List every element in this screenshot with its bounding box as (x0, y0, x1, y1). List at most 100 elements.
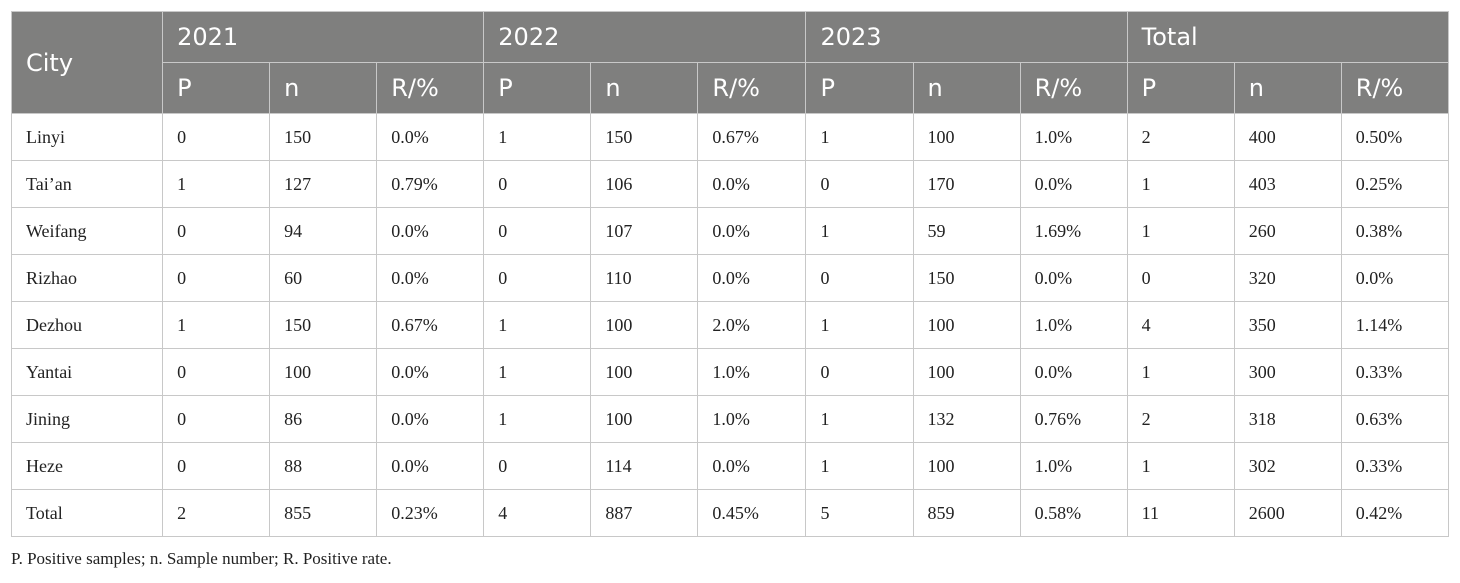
value-cell: 0 (162, 207, 271, 255)
value-cell: 132 (912, 395, 1021, 443)
value-cell: 403 (1233, 160, 1342, 208)
value-cell: 0.0% (376, 442, 485, 490)
value-cell: 0.38% (1340, 207, 1450, 255)
value-cell: 0.67% (697, 113, 807, 161)
value-cell: 0 (483, 207, 592, 255)
subcolumn-header: n (912, 62, 1021, 114)
city-cell: Linyi (10, 113, 164, 161)
value-cell: 100 (912, 442, 1021, 490)
table-footnote: P. Positive samples; n. Sample number; R… (11, 549, 392, 568)
city-cell: Jining (10, 395, 164, 443)
value-cell: 110 (590, 254, 699, 302)
value-cell: 0 (162, 254, 271, 302)
value-cell: 106 (590, 160, 699, 208)
value-cell: 1.0% (1019, 113, 1128, 161)
value-cell: 5 (805, 489, 914, 537)
value-cell: 1 (805, 301, 914, 349)
value-cell: 1 (805, 207, 914, 255)
value-cell: 1 (1126, 160, 1235, 208)
year-group-header: 2022 (483, 11, 807, 63)
value-cell: 2 (162, 489, 271, 537)
city-cell: Tai’an (10, 160, 164, 208)
value-cell: 1 (162, 301, 271, 349)
year-group-header: 2021 (162, 11, 485, 63)
value-cell: 1 (483, 348, 592, 396)
value-cell: 11 (1126, 489, 1235, 537)
value-cell: 887 (590, 489, 699, 537)
value-cell: 0 (162, 442, 271, 490)
value-cell: 114 (590, 442, 699, 490)
value-cell: 0 (483, 254, 592, 302)
subcolumn-header: R/% (1340, 62, 1450, 114)
city-cell: Weifang (10, 207, 164, 255)
value-cell: 1.0% (1019, 301, 1128, 349)
value-cell: 318 (1233, 395, 1342, 443)
value-cell: 150 (912, 254, 1021, 302)
table-row: Linyi 0 150 0.0% 1 150 0.67% 1 100 1.0% 2 400 0.50% (10, 113, 1450, 161)
value-cell: 1 (805, 113, 914, 161)
value-cell: 1 (1126, 442, 1235, 490)
value-cell: 1 (805, 395, 914, 443)
value-cell: 1.0% (1019, 442, 1128, 490)
year-group-header: 2023 (805, 11, 1128, 63)
value-cell: 0.0% (697, 254, 807, 302)
table-row: Rizhao 0 60 0.0% 0 110 0.0% 0 150 0.0% 0 320 0.0% (10, 254, 1450, 302)
value-cell: 0.0% (1340, 254, 1450, 302)
value-cell: 300 (1233, 348, 1342, 396)
value-cell: 2 (1126, 395, 1235, 443)
value-cell: 350 (1233, 301, 1342, 349)
table-row: Yantai 0 100 0.0% 1 100 1.0% 0 100 0.0% 1 300 0.33% (10, 348, 1450, 396)
city-cell: Yantai (10, 348, 164, 396)
value-cell: 0.33% (1340, 442, 1450, 490)
value-cell: 0 (162, 348, 271, 396)
value-cell: 86 (269, 395, 378, 443)
value-cell: 2.0% (697, 301, 807, 349)
value-cell: 0.58% (1019, 489, 1128, 537)
value-cell: 0.33% (1340, 348, 1450, 396)
table-row: Jining 0 86 0.0% 1 100 1.0% 1 132 0.76% 2 318 0.63% (10, 395, 1450, 443)
table-body: Linyi 0 150 0.0% 1 150 0.67% 1 100 1.0% 2 400 0.50% T… (10, 113, 1450, 537)
value-cell: 59 (912, 207, 1021, 255)
value-cell: 1 (1126, 348, 1235, 396)
city-cell: Total (10, 489, 164, 537)
value-cell: 100 (590, 301, 699, 349)
subcolumn-header: R/% (376, 62, 485, 114)
value-cell: 0.76% (1019, 395, 1128, 443)
value-cell: 0.0% (376, 395, 485, 443)
value-cell: 0.0% (376, 254, 485, 302)
value-cell: 150 (269, 113, 378, 161)
city-cell: Dezhou (10, 301, 164, 349)
value-cell: 859 (912, 489, 1021, 537)
value-cell: 4 (1126, 301, 1235, 349)
value-cell: 0 (162, 395, 271, 443)
value-cell: 94 (269, 207, 378, 255)
table-row: Total 2 855 0.23% 4 887 0.45% 5 859 0.58% 11 2600 0.… (10, 489, 1450, 537)
subcolumn-header: n (1233, 62, 1342, 114)
table-row: Weifang 0 94 0.0% 0 107 0.0% 1 59 1.69% 1 260 0.38% (10, 207, 1450, 255)
value-cell: 1.14% (1340, 301, 1450, 349)
value-cell: 0 (805, 348, 914, 396)
value-cell: 260 (1233, 207, 1342, 255)
value-cell: 0.0% (376, 113, 485, 161)
value-cell: 127 (269, 160, 378, 208)
value-cell: 1 (1126, 207, 1235, 255)
value-cell: 150 (269, 301, 378, 349)
value-cell: 0 (1126, 254, 1235, 302)
value-cell: 0.0% (1019, 348, 1128, 396)
value-cell: 1.69% (1019, 207, 1128, 255)
value-cell: 107 (590, 207, 699, 255)
subcolumn-header: R/% (1019, 62, 1128, 114)
value-cell: 150 (590, 113, 699, 161)
value-cell: 100 (912, 113, 1021, 161)
value-cell: 0 (805, 160, 914, 208)
value-cell: 1.0% (697, 395, 807, 443)
value-cell: 2600 (1233, 489, 1342, 537)
table-row: Heze 0 88 0.0% 0 114 0.0% 1 100 1.0% 1 302 0.33% (10, 442, 1450, 490)
subcolumn-header: P (162, 62, 271, 114)
value-cell: 88 (269, 442, 378, 490)
table-row: Tai’an 1 127 0.79% 0 106 0.0% 0 170 0.0% 1 403 0.25% (10, 160, 1450, 208)
value-cell: 100 (912, 348, 1021, 396)
value-cell: 0 (483, 442, 592, 490)
value-cell: 4 (483, 489, 592, 537)
